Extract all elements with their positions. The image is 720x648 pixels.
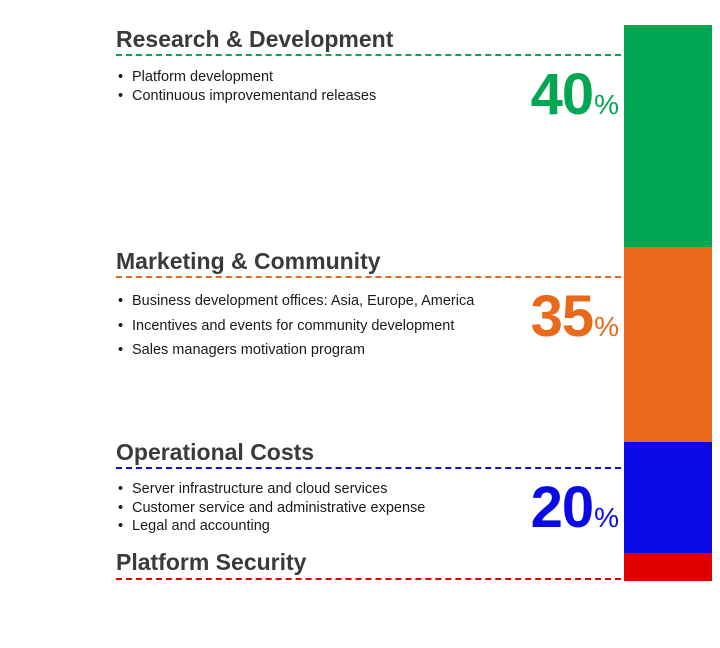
bullet-list-marketing: Business development offices: Asia, Euro…: [116, 289, 474, 363]
section-title-research: Research & Development: [116, 26, 394, 52]
section-title-marketing: Marketing & Community: [116, 248, 381, 274]
percent-label-research: 40%: [531, 66, 619, 124]
bullet-item: Business development offices: Asia, Euro…: [116, 289, 474, 314]
bullet-list-research: Platform development Continuous improvem…: [116, 68, 376, 106]
section-title-security: Platform Security: [116, 549, 307, 575]
bullet-item: Customer service and administrative expe…: [116, 499, 425, 518]
bullet-list-operational: Server infrastructure and cloud services…: [116, 480, 425, 536]
percent-sign: %: [594, 502, 619, 533]
percent-sign: %: [594, 89, 619, 120]
divider-security: [116, 578, 621, 580]
percent-number: 20: [530, 475, 595, 540]
bullet-item: Server infrastructure and cloud services: [116, 480, 425, 499]
section-title-operational: Operational Costs: [116, 439, 315, 465]
percent-label-operational: 20%: [531, 479, 619, 537]
percent-number: 35: [530, 284, 595, 349]
section-security: Platform Security: [116, 549, 621, 589]
bar-segment-operational: [624, 442, 712, 554]
section-operational: Operational Costs Server infrastructure …: [116, 439, 621, 539]
bullet-item: Incentives and events for community deve…: [116, 314, 474, 339]
percent-number: 40: [530, 62, 595, 127]
bullet-item: Platform development: [116, 68, 376, 87]
percent-sign: %: [594, 311, 619, 342]
bullet-item: Continuous improvementand releases: [116, 87, 376, 106]
divider-operational: [116, 467, 621, 469]
section-marketing: Marketing & Community Business developme…: [116, 248, 621, 368]
stacked-allocation-bar: [624, 25, 712, 581]
divider-marketing: [116, 276, 621, 278]
bar-segment-marketing: [624, 247, 712, 442]
bar-segment-research: [624, 25, 712, 248]
divider-research: [116, 54, 621, 56]
section-research: Research & Development Platform developm…: [116, 26, 621, 126]
bullet-item: Legal and accounting: [116, 517, 425, 536]
bar-segment-security: [624, 553, 712, 581]
percent-label-marketing: 35%: [531, 288, 619, 346]
bullet-item: Sales managers motivation program: [116, 338, 474, 363]
